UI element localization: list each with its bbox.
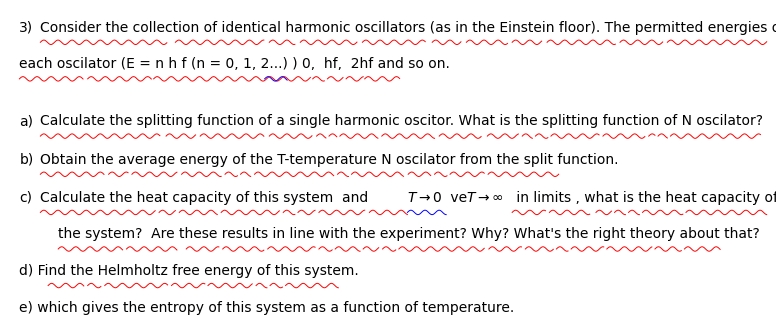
Text: e) which gives the entropy of this system as a function of temperature.: e) which gives the entropy of this syste… <box>19 301 514 315</box>
Text: c): c) <box>19 191 33 205</box>
Text: b): b) <box>19 153 33 167</box>
Text: Calculate the heat capacity of this system  and: Calculate the heat capacity of this syst… <box>40 191 369 205</box>
Text: Calculate the splitting function of a single harmonic oscitor. What is the split: Calculate the splitting function of a si… <box>40 114 764 128</box>
Text: ve: ve <box>446 191 472 205</box>
Text: $T \rightarrow 0$: $T \rightarrow 0$ <box>407 191 443 205</box>
Text: $T \rightarrow \infty$: $T \rightarrow \infty$ <box>466 191 503 205</box>
Text: the system?  Are these results in line with the experiment? Why? What's the righ: the system? Are these results in line wi… <box>58 227 760 241</box>
Text: a): a) <box>19 114 33 128</box>
Text: in limits , what is the heat capacity of: in limits , what is the heat capacity of <box>512 191 776 205</box>
Text: each oscilator (E = n h f (n = 0, 1, 2...) ) 0,  hf,  2hf and so on.: each oscilator (E = n h f (n = 0, 1, 2..… <box>19 57 450 71</box>
Text: Consider the collection of identical harmonic oscillators (as in the Einstein fl: Consider the collection of identical har… <box>40 21 776 35</box>
Text: Obtain the average energy of the T-temperature N oscilator from the split functi: Obtain the average energy of the T-tempe… <box>40 153 618 167</box>
Text: d) Find the Helmholtz free energy of this system.: d) Find the Helmholtz free energy of thi… <box>19 264 359 278</box>
Text: 3): 3) <box>19 21 33 35</box>
